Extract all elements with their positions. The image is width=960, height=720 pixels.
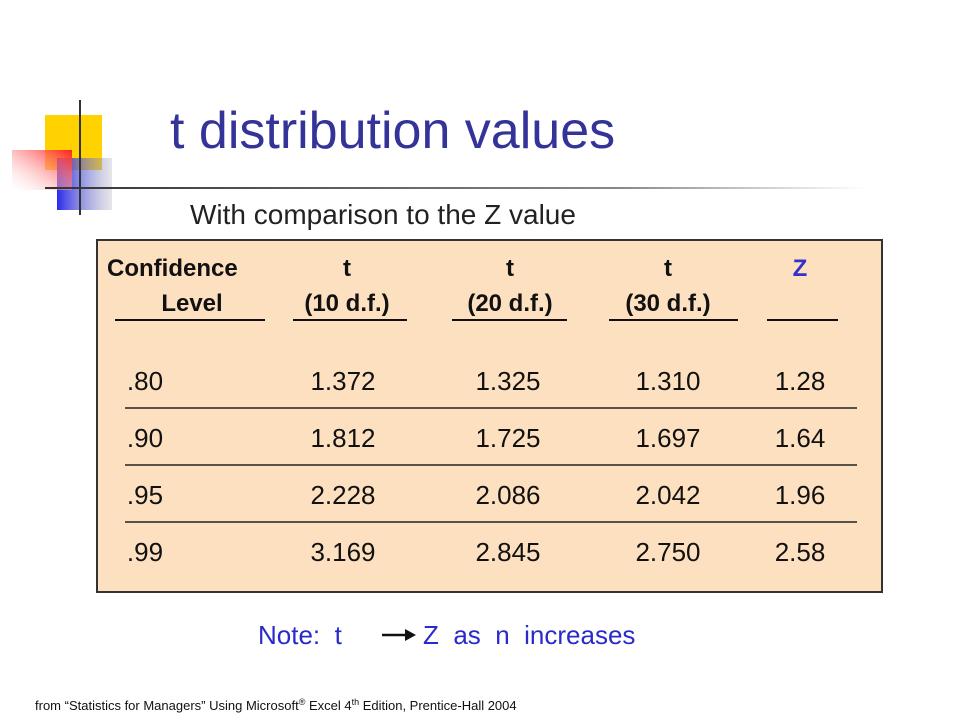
cell: 1.697 (635, 423, 700, 453)
cell: 1.325 (475, 366, 540, 396)
cell: 2.750 (635, 537, 700, 567)
header-cell: Z (793, 255, 808, 282)
footer-text: Edition, Prentice-Hall 2004 (359, 698, 517, 713)
note-after: Z as n increases (423, 620, 635, 650)
cell: 1.725 (475, 423, 540, 453)
footer-text: from “Statistics for Managers” Using Mic… (35, 698, 299, 713)
table-box (96, 239, 883, 593)
cell: 2.845 (475, 537, 540, 567)
header-cell: Confidence (107, 255, 238, 282)
cell: .90 (127, 423, 163, 453)
header-cell: (30 d.f.) (625, 290, 710, 317)
cell: 2.042 (635, 480, 700, 510)
cell: 2.228 (310, 480, 375, 510)
header-cell: (20 d.f.) (467, 290, 552, 317)
footer: from “Statistics for Managers” Using Mic… (35, 697, 517, 713)
superscript: th (352, 697, 360, 707)
footer-text: Excel 4 (305, 698, 351, 713)
arrow (382, 629, 416, 641)
cell: 1.372 (310, 366, 375, 396)
cell: .95 (127, 480, 163, 510)
table: Confidence t t t Z Level (10 d.f.) (20 d.f.) (30… (107, 255, 857, 567)
cell: 1.310 (635, 366, 700, 396)
superscript: ® (299, 697, 306, 707)
cell: 1.96 (775, 480, 826, 510)
note-before: Note: t (258, 620, 343, 650)
title-rule (45, 187, 865, 189)
header-cell: t (343, 255, 351, 282)
header-cell: t (506, 255, 514, 282)
title: t distribution values (170, 102, 615, 160)
cell: .99 (127, 537, 163, 567)
cell: 3.169 (310, 537, 375, 567)
cell: 1.28 (775, 366, 826, 396)
cell: 2.086 (475, 480, 540, 510)
header-cell: (10 d.f.) (304, 290, 389, 317)
header-cell: t (664, 255, 672, 282)
header-cell: Level (161, 290, 222, 317)
logo (12, 100, 112, 215)
cell: 1.812 (310, 423, 375, 453)
cell: .80 (127, 366, 163, 396)
subtitle: With comparison to the Z value (190, 199, 576, 230)
cell: 1.64 (775, 423, 826, 453)
cell: 2.58 (775, 537, 826, 567)
